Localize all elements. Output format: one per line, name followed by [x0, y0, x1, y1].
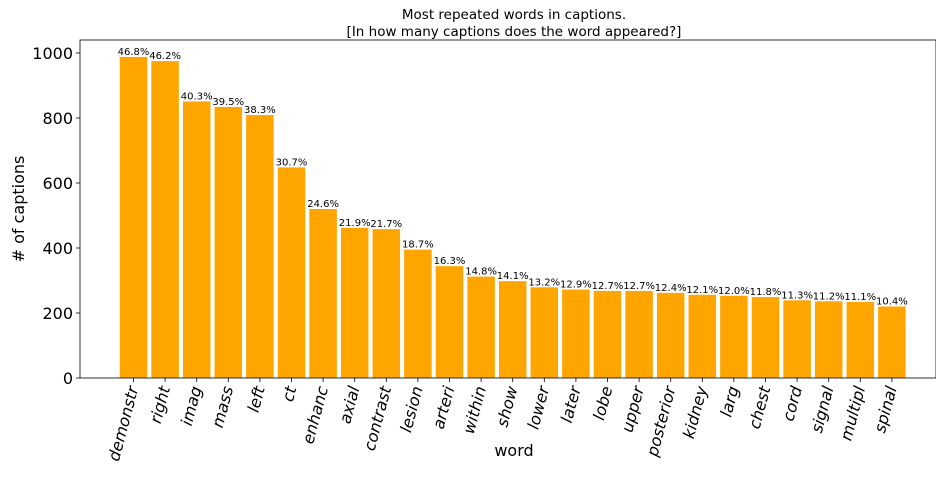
- bar-later: [562, 289, 590, 378]
- bar-demonstr: [119, 56, 148, 379]
- bar-contrast: [372, 229, 401, 378]
- data-label-larg: 12.0%: [718, 286, 750, 297]
- data-label-arteri: 16.3%: [434, 256, 466, 267]
- bar-posterior: [656, 292, 685, 378]
- bar-kidney: [688, 294, 717, 378]
- data-label-imag: 40.3%: [181, 91, 213, 102]
- x-tick-label-lesion: lesion: [396, 384, 427, 434]
- bar-enhanc: [309, 209, 337, 378]
- x-tick-label-mass: mass: [208, 384, 237, 430]
- x-tick-label-cord: cord: [778, 383, 806, 423]
- x-tick-label-kidney: kidney: [679, 384, 711, 441]
- chart-title-line1: Most repeated words in captions.: [402, 7, 626, 23]
- bar-arteri: [435, 266, 464, 378]
- bar-left: [246, 115, 274, 378]
- x-tick-label-lobe: lobe: [589, 384, 616, 422]
- x-tick-label-axial: axial: [335, 384, 363, 426]
- data-label-ct: 30.7%: [276, 157, 308, 168]
- bar-lower: [530, 287, 559, 378]
- bar-signal: [814, 301, 843, 378]
- x-tick-label-arteri: arteri: [429, 384, 459, 431]
- x-tick-label-upper: upper: [617, 383, 648, 435]
- data-label-lesion: 18.7%: [402, 240, 434, 251]
- data-label-signal: 11.2%: [813, 291, 845, 302]
- data-label-upper: 12.7%: [623, 281, 655, 292]
- x-tick-label-signal: signal: [807, 384, 838, 435]
- data-label-demonstr: 46.8%: [118, 47, 150, 58]
- data-label-multipl: 11.1%: [844, 292, 876, 303]
- bar-upper: [625, 290, 653, 378]
- bar-multipl: [846, 301, 875, 378]
- data-label-chest: 11.8%: [750, 287, 782, 298]
- x-tick-label-lower: lower: [523, 383, 553, 432]
- bar-ct: [277, 167, 306, 378]
- bar-larg: [720, 295, 748, 378]
- bar-show: [498, 281, 527, 378]
- data-labels-group: 46.8% 46.2% 40.3%39.5%38.3% 30.7% 24.6%21.9%…: [118, 47, 908, 308]
- bar-spinal: [878, 306, 906, 378]
- bar-cord: [783, 300, 811, 378]
- y-tick-label: 200: [42, 304, 73, 323]
- data-label-right: 46.2%: [149, 51, 181, 62]
- y-tick-label: 400: [42, 239, 73, 258]
- bars-group: [119, 56, 906, 379]
- x-tick-label-multipl: multipl: [836, 384, 869, 443]
- bar-chest: [751, 297, 780, 378]
- y-tick-label: 0: [63, 369, 73, 388]
- x-tick-label-ct: ct: [278, 383, 300, 403]
- x-tick-label-larg: larg: [716, 384, 742, 419]
- bar-within: [467, 276, 495, 378]
- data-label-later: 12.9%: [560, 280, 592, 291]
- x-tick-label-enhanc: enhanc: [298, 384, 332, 446]
- x-tick-label-left: left: [244, 383, 269, 414]
- data-label-mass: 39.5%: [212, 97, 244, 108]
- x-tick-label-demonstr: demonstr: [104, 383, 143, 463]
- y-axis: 0 200 400 600 800 1000: [32, 44, 80, 388]
- data-label-left: 38.3%: [244, 105, 276, 116]
- x-tick-label-contrast: contrast: [360, 383, 396, 452]
- x-tick-label-show: show: [493, 383, 522, 429]
- plot-frame: [79, 39, 936, 379]
- x-tick-label-within: within: [459, 384, 490, 436]
- data-label-cord: 11.3%: [781, 290, 813, 301]
- data-label-enhanc: 24.6%: [307, 199, 339, 210]
- bar-axial: [340, 227, 369, 378]
- x-tick-label-imag: imag: [177, 384, 206, 428]
- x-tick-label-chest: chest: [745, 383, 775, 431]
- data-label-posterior: 12.4%: [655, 283, 687, 294]
- data-label-lower: 13.2%: [528, 277, 560, 288]
- x-tick-label-right: right: [146, 383, 174, 425]
- x-axis-label: word: [494, 441, 533, 460]
- data-label-kidney: 12.1%: [686, 285, 718, 296]
- y-axis-label: # of captions: [9, 156, 28, 263]
- bar-lobe: [593, 290, 622, 378]
- data-label-spinal: 10.4%: [876, 297, 908, 308]
- x-tick-label-later: later: [557, 383, 585, 425]
- bar-right: [151, 61, 179, 379]
- y-tick-label: 600: [42, 174, 73, 193]
- chart-title-line2: [In how many captions does the word appe…: [347, 24, 682, 40]
- data-label-lobe: 12.7%: [592, 281, 624, 292]
- x-tick-label-posterior: posterior: [642, 383, 680, 460]
- bar-lesion: [404, 249, 432, 379]
- bar-imag: [182, 101, 211, 379]
- data-label-within: 14.8%: [465, 267, 497, 278]
- x-tick-label-spinal: spinal: [870, 384, 901, 435]
- bar-mass: [214, 106, 243, 378]
- y-tick-label: 1000: [32, 44, 73, 63]
- data-label-show: 14.1%: [497, 271, 529, 282]
- y-tick-label: 800: [42, 109, 73, 128]
- data-label-axial: 21.9%: [339, 218, 371, 229]
- data-label-contrast: 21.7%: [370, 219, 402, 230]
